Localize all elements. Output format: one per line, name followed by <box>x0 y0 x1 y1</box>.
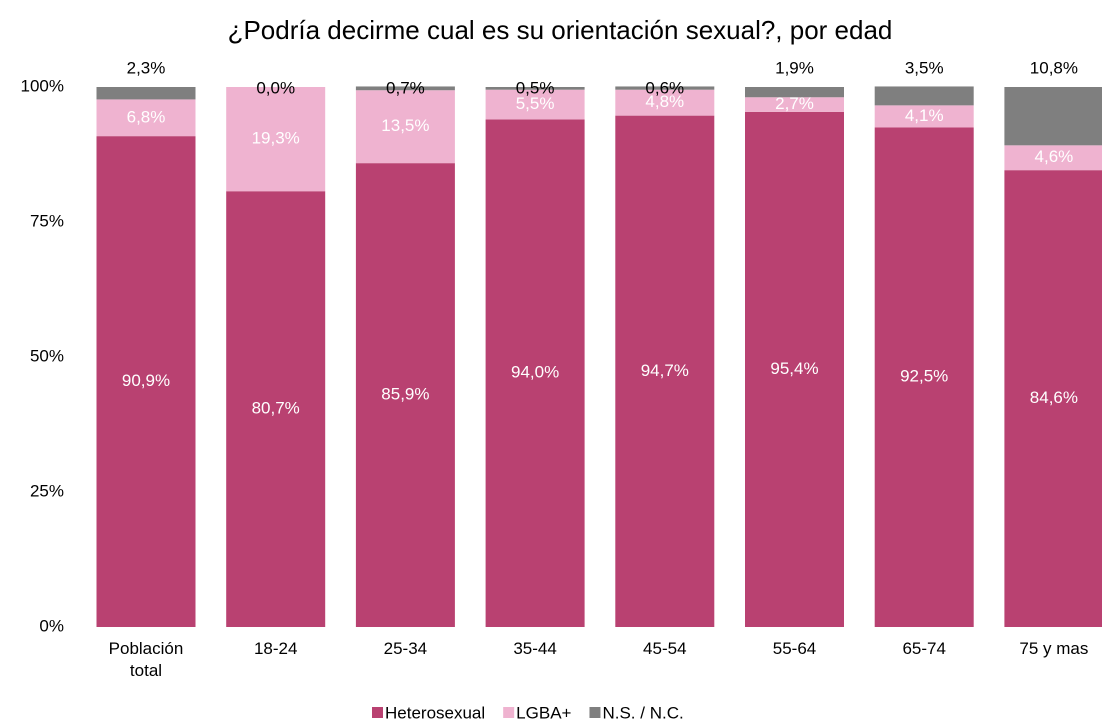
bar-segment <box>615 115 715 628</box>
chart-title: ¿Podría decirme cual es su orientación s… <box>228 15 893 45</box>
bar-segment <box>355 86 455 91</box>
bar-segment <box>1004 87 1102 146</box>
bar-segment <box>96 136 196 627</box>
data-label: 4,8% <box>645 92 684 111</box>
data-label: 4,1% <box>905 106 944 125</box>
data-label: 94,0% <box>511 363 559 382</box>
bar-segment <box>485 119 585 628</box>
bar-segment <box>485 87 585 90</box>
data-label: 13,5% <box>381 116 429 135</box>
data-label: 10,8% <box>1030 58 1078 77</box>
legend-label: N.S. / N.C. <box>602 703 683 722</box>
legend-swatch <box>503 707 515 718</box>
bar-segment <box>615 89 715 116</box>
x-tick-label: 35-44 <box>513 639 557 658</box>
y-tick-label: 50% <box>30 346 64 365</box>
bar-segment <box>874 105 974 128</box>
bar-segment <box>745 97 844 112</box>
bar-segment <box>1004 145 1102 171</box>
bar-segment <box>226 87 326 192</box>
bar-segment <box>745 87 844 98</box>
data-label: 0,7% <box>386 78 425 97</box>
data-label: 2,3% <box>127 58 166 77</box>
bar-segment <box>355 163 455 627</box>
x-tick-label: 65-74 <box>902 639 946 658</box>
data-label: 92,5% <box>900 367 948 386</box>
bar-segment <box>615 86 715 90</box>
bar-segment <box>1004 170 1102 627</box>
y-tick-label: 75% <box>30 211 64 230</box>
data-label: 0,0% <box>256 78 295 97</box>
data-label: 3,5% <box>905 58 944 77</box>
data-label: 4,6% <box>1035 147 1074 166</box>
legend-label: Heterosexual <box>385 703 485 722</box>
bar-segment <box>485 89 585 120</box>
data-label: 84,6% <box>1030 388 1078 407</box>
bar-segment <box>355 90 455 164</box>
y-tick-label: 100% <box>21 76 64 95</box>
data-label: 5,5% <box>516 94 555 113</box>
data-label: 1,9% <box>775 58 814 77</box>
bar-segment <box>874 127 974 627</box>
data-label: 6,8% <box>127 107 166 126</box>
x-tick-label: 25-34 <box>383 639 428 658</box>
bar-segment <box>96 99 196 137</box>
data-label: 0,5% <box>516 78 555 97</box>
x-tick-label: 55-64 <box>772 639 817 658</box>
data-label: 90,9% <box>122 371 170 390</box>
data-label: 0,6% <box>645 78 684 97</box>
data-label: 95,4% <box>770 359 818 378</box>
data-label: 2,7% <box>775 94 814 113</box>
data-label: 85,9% <box>381 385 429 404</box>
bar-segment <box>96 87 196 100</box>
legend-swatch <box>589 707 601 718</box>
legend-label: LGBA+ <box>516 703 571 722</box>
data-label: 19,3% <box>252 129 300 148</box>
y-tick-label: 0% <box>39 616 64 635</box>
data-label: 94,7% <box>641 361 689 380</box>
legend-swatch <box>372 707 383 718</box>
x-tick-label: 75 y mas <box>1019 639 1089 658</box>
bar-segment <box>226 191 326 627</box>
x-tick-label: 45-54 <box>643 639 687 658</box>
x-tick-label: 18-24 <box>253 639 298 658</box>
y-tick-label: 25% <box>30 481 64 500</box>
x-tick-label: Población total <box>108 639 184 680</box>
data-label: 80,7% <box>252 399 300 418</box>
bar-segment <box>745 111 844 628</box>
bar-segment <box>874 86 974 106</box>
